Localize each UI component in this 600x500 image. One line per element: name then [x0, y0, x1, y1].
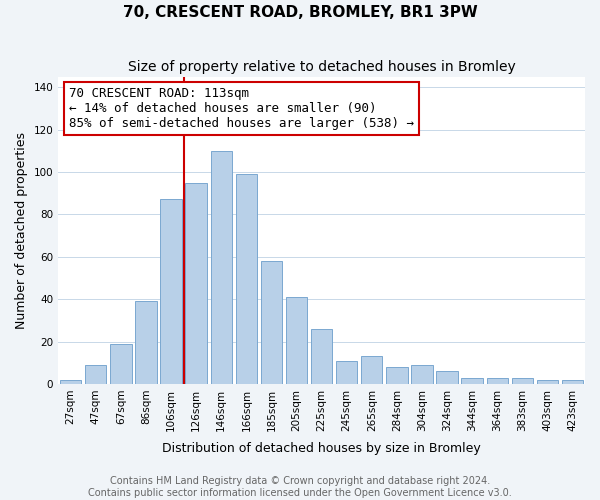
Text: Contains HM Land Registry data © Crown copyright and database right 2024.
Contai: Contains HM Land Registry data © Crown c…: [88, 476, 512, 498]
Bar: [436, 371, 458, 384]
Bar: [85, 365, 106, 384]
Bar: [461, 378, 483, 384]
Bar: [236, 174, 257, 384]
Bar: [361, 356, 382, 384]
Title: Size of property relative to detached houses in Bromley: Size of property relative to detached ho…: [128, 60, 515, 74]
Bar: [261, 261, 282, 384]
Bar: [386, 367, 407, 384]
Bar: [537, 380, 558, 384]
Bar: [60, 380, 82, 384]
Bar: [311, 329, 332, 384]
Bar: [336, 360, 358, 384]
Bar: [487, 378, 508, 384]
Y-axis label: Number of detached properties: Number of detached properties: [15, 132, 28, 328]
Bar: [211, 150, 232, 384]
Bar: [110, 344, 131, 384]
Bar: [411, 365, 433, 384]
Bar: [160, 200, 182, 384]
X-axis label: Distribution of detached houses by size in Bromley: Distribution of detached houses by size …: [162, 442, 481, 455]
Text: 70 CRESCENT ROAD: 113sqm
← 14% of detached houses are smaller (90)
85% of semi-d: 70 CRESCENT ROAD: 113sqm ← 14% of detach…: [69, 88, 414, 130]
Bar: [562, 380, 583, 384]
Text: 70, CRESCENT ROAD, BROMLEY, BR1 3PW: 70, CRESCENT ROAD, BROMLEY, BR1 3PW: [122, 5, 478, 20]
Bar: [136, 301, 157, 384]
Bar: [286, 297, 307, 384]
Bar: [512, 378, 533, 384]
Bar: [185, 182, 207, 384]
